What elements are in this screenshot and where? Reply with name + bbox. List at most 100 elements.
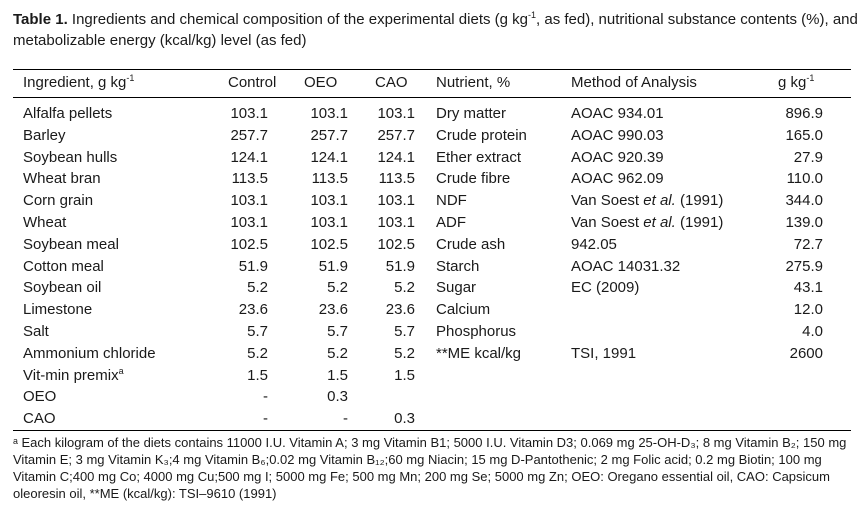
- caption-text-2: , as fed), nutritional substance content…: [13, 11, 858, 49]
- method-of-analysis: AOAC 934.01: [571, 105, 664, 122]
- nutrient-value: 165.0: [785, 126, 823, 144]
- ingredient-name: OEO: [23, 388, 57, 406]
- header-method: Method of Analysis: [571, 74, 697, 91]
- ingredient-name: Soybean oil: [23, 279, 102, 297]
- caption-label: Table 1.: [13, 11, 68, 28]
- ingredient-name: Wheat bran: [23, 170, 101, 188]
- nutrient-name: Crude protein: [436, 126, 527, 144]
- ingredient-name: Salt: [23, 323, 49, 340]
- bottom-rule: [13, 430, 851, 431]
- oeo-value: 0.3: [327, 388, 348, 406]
- cao-value: 5.2: [394, 279, 415, 297]
- nutrient-name: ADF: [436, 214, 466, 231]
- method-of-analysis: Van Soest et al. (1991): [571, 214, 724, 231]
- nutrient-value: 110.0: [786, 170, 823, 188]
- nutrient-name: Dry matter: [436, 105, 507, 122]
- header-cao: CAO: [375, 74, 408, 91]
- nutrient-name: NDF: [436, 192, 467, 210]
- oeo-value: 113.5: [311, 170, 348, 188]
- method-of-analysis: AOAC 920.39: [571, 148, 664, 166]
- control-value: 1.5: [247, 366, 268, 384]
- ingredient-name: Limestone: [23, 301, 93, 319]
- method-of-analysis: 942.05: [571, 235, 617, 253]
- nutrient-value: 27.9: [793, 148, 823, 166]
- nutrient-name: Calcium: [436, 301, 491, 319]
- nutrient-value: 139.0: [785, 214, 823, 231]
- ingredient-name: Cotton meal: [23, 257, 104, 275]
- control-value: 5.2: [247, 344, 268, 362]
- oeo-value: 23.6: [318, 301, 348, 319]
- nutrient-name: Sugar: [436, 279, 477, 297]
- cao-value: 103.1: [377, 105, 415, 122]
- method-of-analysis: AOAC 962.09: [571, 170, 664, 188]
- oeo-value: 103.1: [310, 214, 348, 231]
- ingredient-name: Vit-min premixa: [23, 365, 124, 384]
- oeo-value: 103.1: [310, 105, 348, 122]
- oeo-value: 1.5: [327, 366, 348, 384]
- ingredient-name: CAO: [23, 410, 56, 428]
- top-rule: [13, 69, 851, 70]
- control-value: 5.2: [247, 279, 268, 297]
- cao-value: 5.7: [394, 323, 415, 340]
- ingredient-name: Soybean hulls: [23, 148, 118, 166]
- nutrient-value: 12.0: [793, 301, 823, 319]
- oeo-value: 124.1: [310, 148, 348, 166]
- method-of-analysis: AOAC 990.03: [571, 126, 664, 144]
- caption-sup: -1: [528, 10, 537, 20]
- oeo-value: 51.9: [318, 257, 348, 275]
- control-value: -: [263, 388, 268, 406]
- cao-value: 103.1: [377, 192, 415, 210]
- table-caption: Table 1. Ingredients and chemical compos…: [13, 9, 858, 51]
- header-control: Control: [228, 74, 277, 91]
- header-ingredient: Ingredient, g kg-1: [23, 73, 135, 92]
- method-of-analysis: AOAC 14031.32: [571, 257, 681, 275]
- ingredient-name: Soybean meal: [23, 235, 119, 253]
- nutrient-value: 4.0: [802, 323, 823, 340]
- cao-value: 103.1: [377, 214, 415, 231]
- nutrient-value: 2600: [789, 344, 823, 362]
- oeo-value: 102.5: [310, 235, 348, 253]
- nutrient-value: 275.9: [785, 257, 823, 275]
- ingredient-name: Corn grain: [23, 192, 94, 210]
- control-value: 257.7: [230, 126, 268, 144]
- oeo-value: -: [343, 410, 348, 428]
- ingredient-name: Barley: [23, 126, 66, 144]
- header-nutrient: Nutrient, %: [436, 74, 511, 91]
- cao-value: 124.1: [377, 148, 415, 166]
- oeo-value: 103.1: [310, 192, 348, 210]
- method-of-analysis: Van Soest et al. (1991): [571, 192, 724, 210]
- nutrient-name: **ME kcal/kg: [436, 344, 522, 362]
- header-gkg: g kg-1: [778, 73, 815, 92]
- control-value: 103.1: [230, 214, 268, 231]
- nutrient-name: Phosphorus: [436, 323, 517, 340]
- cao-value: 113.5: [378, 170, 415, 188]
- control-value: 113.5: [231, 170, 268, 188]
- control-value: 103.1: [230, 192, 268, 210]
- nutrient-value: 72.7: [793, 235, 823, 253]
- cao-value: 5.2: [394, 344, 415, 362]
- control-value: 5.7: [247, 323, 268, 340]
- nutrient-name: Crude fibre: [436, 170, 511, 188]
- nutrient-name: Crude ash: [436, 235, 506, 253]
- nutrient-name: Starch: [436, 257, 480, 275]
- cao-value: 102.5: [377, 235, 415, 253]
- ingredient-name: Wheat: [23, 214, 67, 231]
- nutrient-name: Ether extract: [436, 148, 522, 166]
- table-footnote: ᵃ Each kilogram of the diets contains 11…: [13, 435, 847, 501]
- control-value: -: [263, 410, 268, 428]
- header-rule: [13, 97, 851, 98]
- cao-value: 1.5: [394, 366, 415, 384]
- control-value: 124.1: [230, 148, 268, 166]
- control-value: 103.1: [230, 105, 268, 122]
- method-of-analysis: TSI, 1991: [571, 344, 637, 362]
- caption-text: Ingredients and chemical composition of …: [67, 11, 528, 28]
- ingredient-name: Alfalfa pellets: [23, 105, 113, 122]
- control-value: 102.5: [230, 235, 268, 253]
- oeo-value: 5.2: [327, 279, 348, 297]
- ingredient-name: Ammonium chloride: [23, 344, 156, 362]
- nutrient-value: 43.1: [793, 279, 823, 297]
- cao-value: 23.6: [385, 301, 415, 319]
- oeo-value: 5.7: [327, 323, 348, 340]
- cao-value: 257.7: [377, 126, 415, 144]
- control-value: 23.6: [238, 301, 268, 319]
